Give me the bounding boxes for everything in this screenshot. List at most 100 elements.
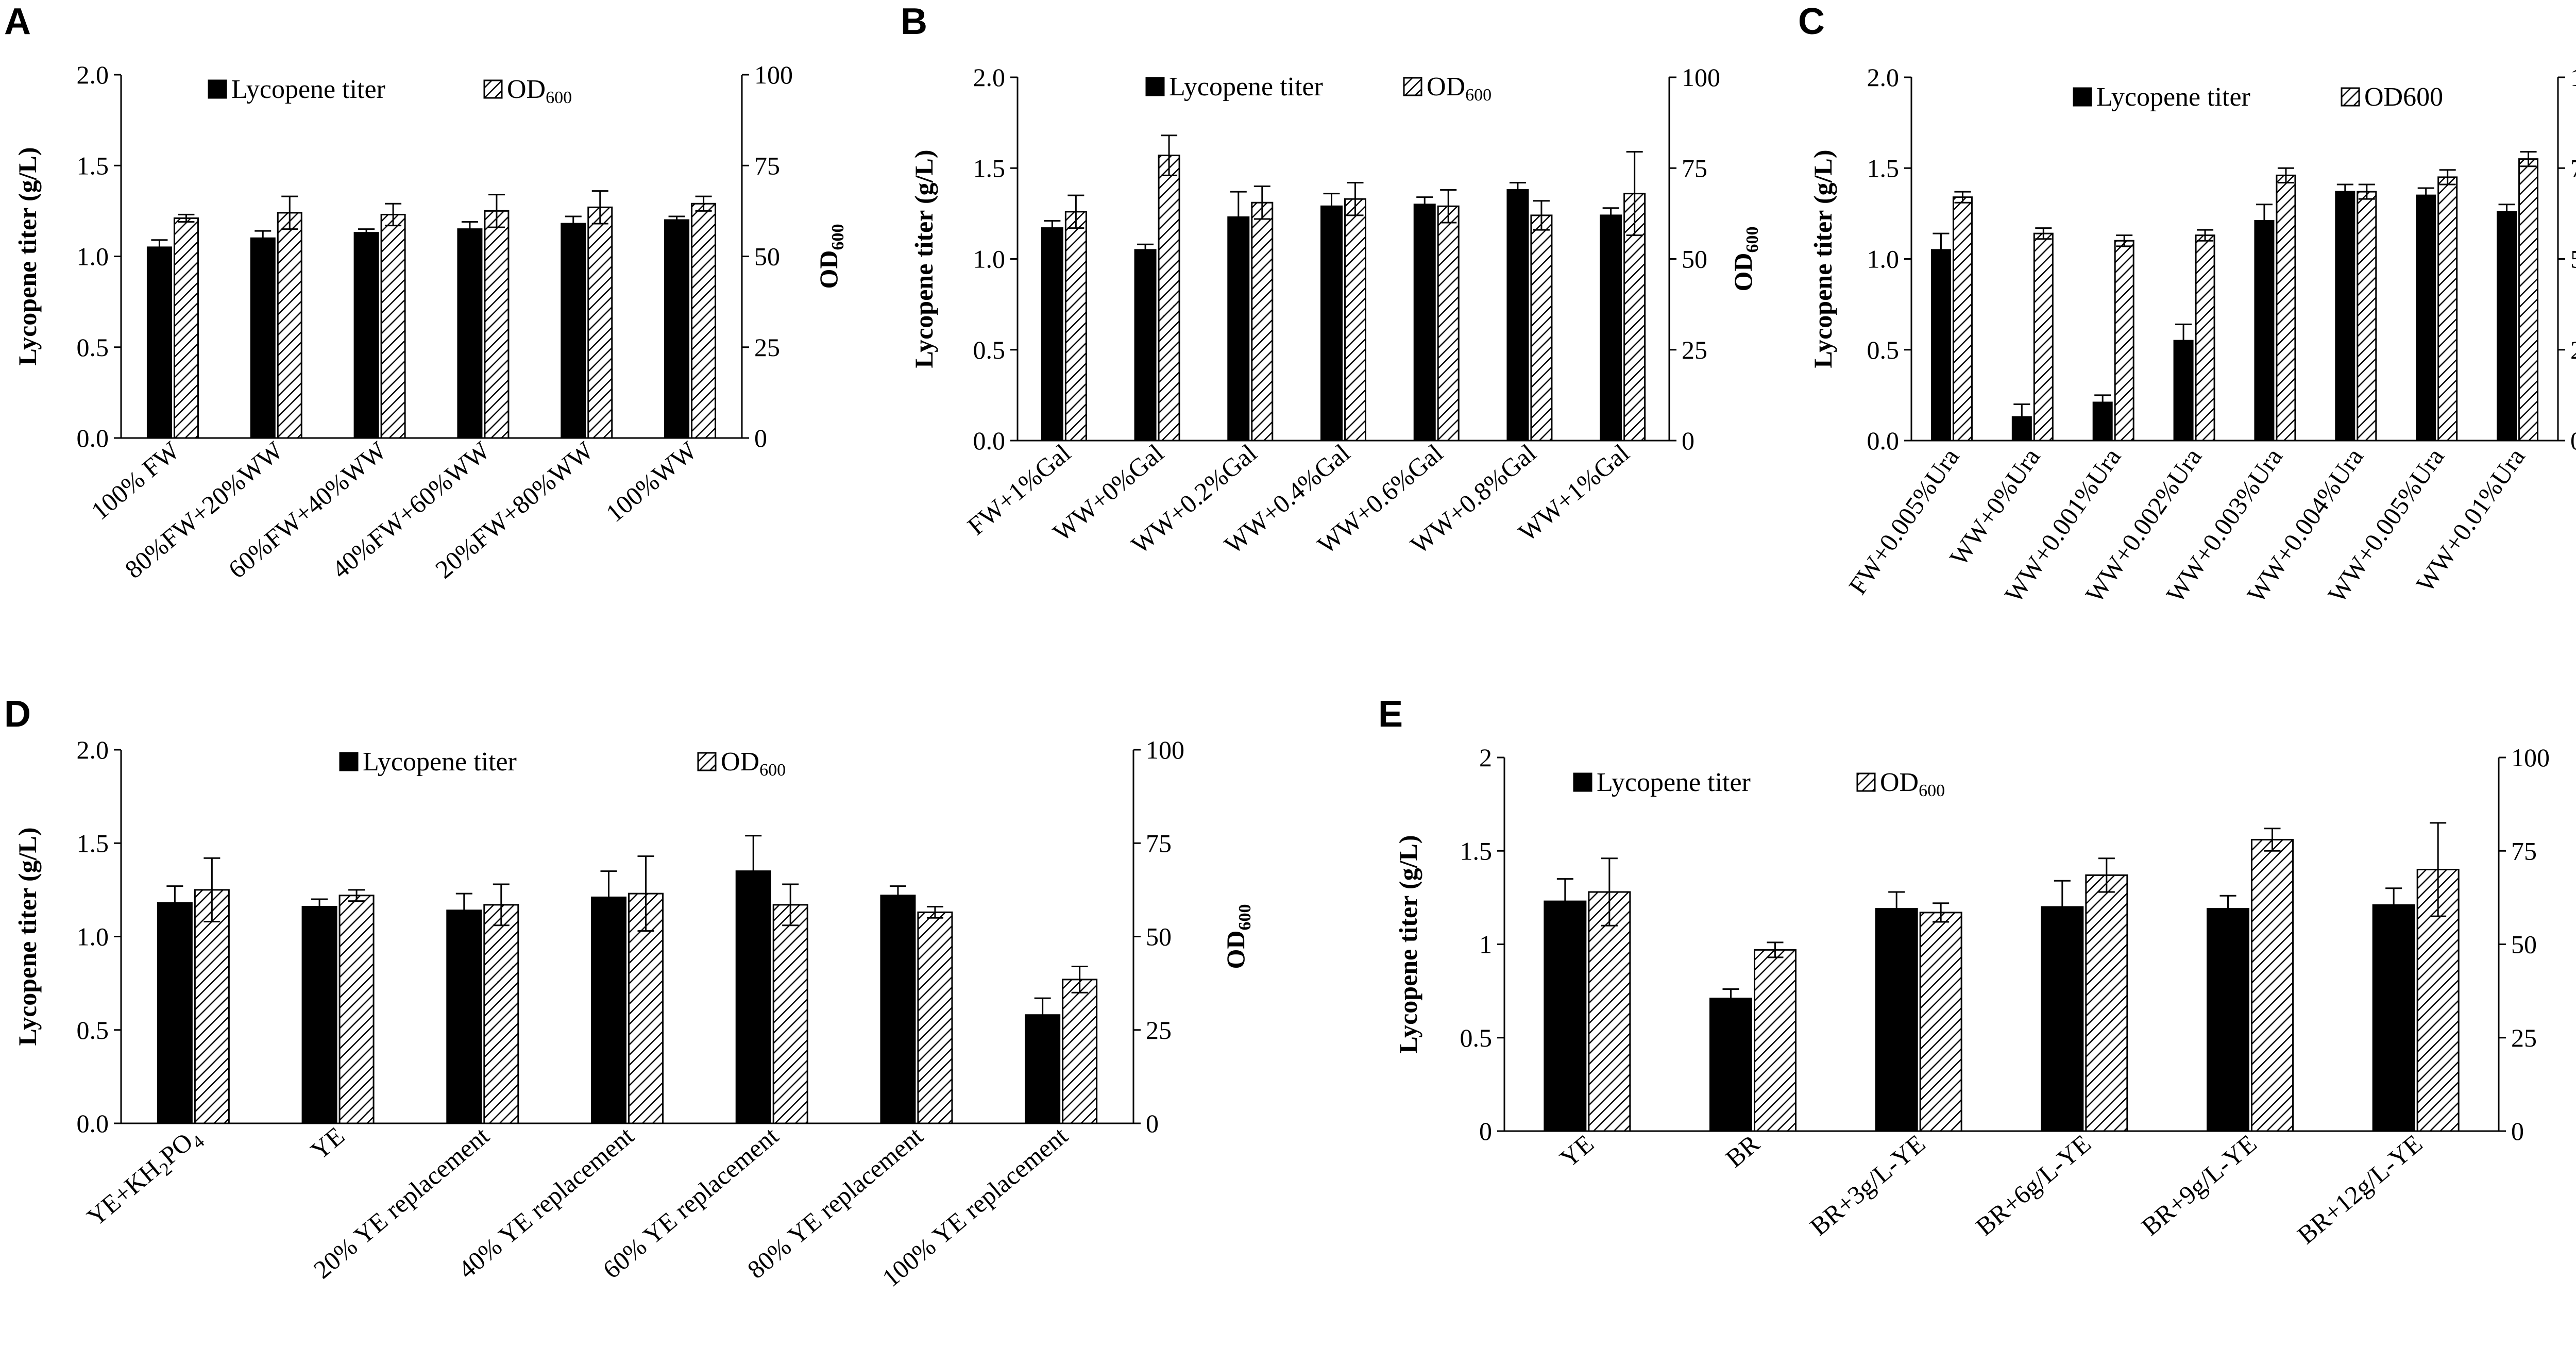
legend-swatch-lycopene (208, 79, 227, 99)
left-tick-label: 0.5 (77, 333, 109, 362)
bar-lycopene (2497, 211, 2517, 442)
legend-label-od600: OD600 (2364, 82, 2443, 112)
panel-letter: D (4, 694, 31, 735)
bar-od600 (2357, 191, 2377, 442)
bar-lycopene (250, 237, 276, 439)
panel-b: B 0.0 0.5 1.0 1.5 2.0 0 25 50 75 100 Lycopene titer… (901, 1, 1762, 560)
left-tick-label: 0.0 (77, 424, 109, 452)
legend-label-od600: OD600 (1427, 72, 1492, 105)
panel-letter: B (901, 1, 927, 42)
panel-d: D 0.0 0.5 1.0 1.5 2.0 0 25 50 75 100 Lycopene titer… (4, 694, 1255, 1292)
right-axis-title: OD600 (814, 224, 848, 289)
legend: Lycopene titer OD600 (1145, 72, 1492, 105)
panel-letter: A (4, 1, 31, 42)
right-tick-label: 75 (2511, 836, 2537, 865)
legend-swatch-lycopene (339, 752, 359, 771)
left-tick-label: 1.5 (1460, 836, 1493, 865)
bar-od600 (1919, 912, 1962, 1132)
legend: Lycopene titer OD600 (2073, 82, 2443, 112)
category-label: 100%WW (600, 435, 702, 528)
bar-lycopene (353, 232, 379, 439)
bar-lycopene (2372, 904, 2415, 1132)
bar-lycopene (735, 870, 771, 1124)
left-tick-label: 2 (1479, 743, 1492, 772)
legend-label-lycopene: Lycopene titer (2096, 82, 2250, 112)
right-tick-label: 75 (754, 151, 780, 180)
bar-lycopene (561, 223, 586, 439)
legend: Lycopene titer OD600 (339, 747, 786, 780)
panel-letter: E (1378, 694, 1403, 735)
bar-lycopene (1506, 189, 1529, 442)
bar-lycopene (457, 228, 483, 439)
bar-lycopene (1227, 216, 1250, 442)
category-label: BR+3g/L-YE (1804, 1129, 1930, 1241)
legend-label-lycopene: Lycopene titer (1169, 72, 1323, 102)
legend-label-lycopene: Lycopene titer (363, 747, 517, 777)
legend-swatch-od600 (697, 752, 717, 771)
bar-od600 (483, 904, 519, 1124)
left-axis-title: Lycopene titer (g/L) (1394, 835, 1422, 1054)
right-tick-label: 0 (1146, 1109, 1159, 1138)
bar-lycopene (1709, 998, 1752, 1132)
panel-c: C 0.0 0.5 1.0 1.5 2.0 0 25 50 75 100 Lycopene titer… (1798, 1, 2576, 608)
bar-lycopene (2041, 906, 2084, 1132)
right-tick-label: 50 (2570, 245, 2576, 274)
right-tick-label: 100 (2570, 63, 2576, 92)
category-label: BR+9g/L-YE (2136, 1129, 2262, 1241)
bar-lycopene (1875, 908, 1918, 1132)
bar-od600 (338, 895, 375, 1124)
left-axis-title: Lycopene titer (g/L) (909, 150, 938, 368)
bar-lycopene (146, 246, 172, 439)
legend-swatch-od600 (1856, 772, 1876, 792)
legend-swatch-od600 (1403, 77, 1422, 96)
bar-od600 (2195, 234, 2215, 442)
left-tick-label: 0.5 (1867, 335, 1900, 364)
left-tick-label: 1.5 (77, 829, 109, 857)
right-tick-label: 50 (1682, 245, 1707, 274)
bar-od600 (1754, 949, 1797, 1132)
bar-lycopene (2173, 340, 2194, 442)
right-tick-label: 0 (2570, 426, 2576, 455)
right-tick-label: 100 (754, 60, 793, 89)
legend: Lycopene titer OD600 (208, 75, 572, 107)
bar-lycopene (1930, 249, 1951, 442)
left-tick-label: 1.0 (77, 242, 109, 271)
left-tick-label: 1.0 (973, 245, 1006, 274)
right-axis-title: OD600 (1221, 904, 1255, 969)
bar-lycopene (1413, 204, 1436, 442)
right-axis-title: OD600 (2573, 912, 2576, 977)
right-tick-label: 0 (2511, 1117, 2524, 1146)
legend-label-lycopene: Lycopene titer (1597, 768, 1751, 797)
right-tick-label: 0 (754, 424, 767, 452)
bar-lycopene (2092, 401, 2113, 442)
bar-od600 (2033, 232, 2054, 442)
left-tick-label: 1.0 (1867, 245, 1900, 274)
bar-lycopene (1600, 214, 1622, 442)
right-axis-title: OD600 (1728, 227, 1762, 292)
bar-od600 (194, 889, 230, 1124)
legend-swatch-od600 (2341, 87, 2360, 107)
left-tick-label: 2.0 (973, 63, 1006, 92)
right-tick-label: 75 (2570, 154, 2576, 182)
right-tick-label: 50 (2511, 930, 2537, 959)
bar-od600 (587, 206, 613, 439)
bar-od600 (2518, 158, 2539, 442)
bar-od600 (1251, 201, 1274, 442)
right-tick-label: 25 (2570, 335, 2576, 364)
left-tick-label: 0.5 (973, 335, 1006, 364)
bar-od600 (1344, 198, 1366, 442)
legend-label-od600: OD600 (721, 747, 786, 780)
bar-lycopene (2254, 220, 2275, 442)
category-label: BR+6g/L-YE (1970, 1129, 2096, 1241)
left-tick-label: 2.0 (77, 60, 109, 89)
bar-lycopene (2416, 194, 2436, 442)
bar-lycopene (301, 906, 337, 1124)
left-tick-label: 1.5 (77, 151, 109, 180)
left-tick-label: 1 (1479, 930, 1492, 959)
legend-label-od600: OD600 (1880, 768, 1945, 800)
legend-swatch-od600 (483, 79, 503, 99)
bar-lycopene (2207, 908, 2249, 1132)
panel-e: E 0 0.5 1 1.5 2 0 25 50 75 100 Lycopene titer (g/L)… (1378, 694, 2576, 1250)
left-tick-label: 0.5 (77, 1016, 109, 1045)
right-tick-label: 100 (1146, 735, 1184, 764)
